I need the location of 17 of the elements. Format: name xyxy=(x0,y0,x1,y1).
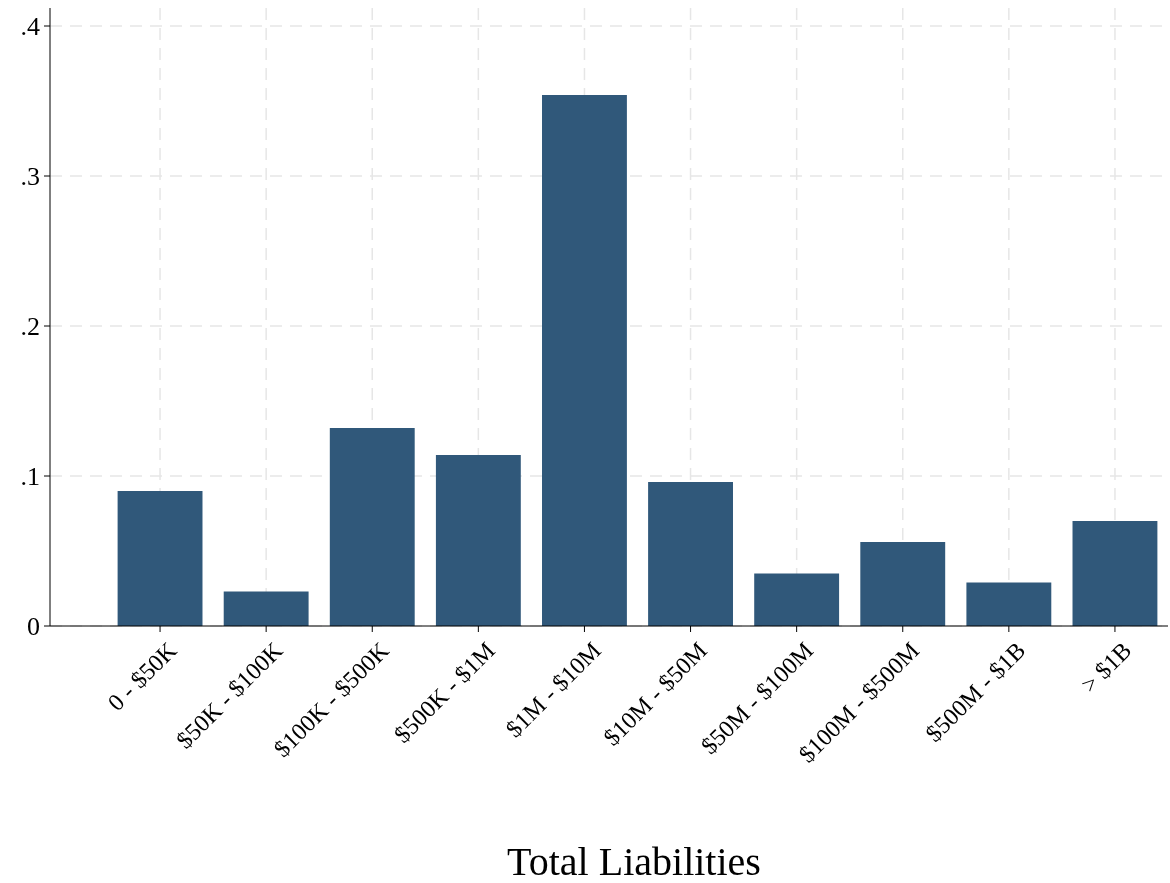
bar xyxy=(966,582,1052,626)
x-axis-title: Total Liabilities xyxy=(507,839,761,883)
y-tick-label: .1 xyxy=(20,462,40,492)
bar xyxy=(435,455,521,626)
bar xyxy=(648,482,733,626)
bar xyxy=(542,95,627,626)
bar xyxy=(860,542,946,626)
y-tick-label: 0 xyxy=(27,612,40,642)
bar xyxy=(754,573,840,626)
y-tick-label: .2 xyxy=(20,312,40,342)
y-tick-label: .4 xyxy=(20,12,40,42)
bar xyxy=(329,428,415,626)
x-tick-label: > $1B xyxy=(1075,637,1137,698)
bar xyxy=(1072,521,1158,626)
y-tick-label: .3 xyxy=(20,162,40,192)
bar xyxy=(223,591,309,626)
bar xyxy=(117,491,203,626)
